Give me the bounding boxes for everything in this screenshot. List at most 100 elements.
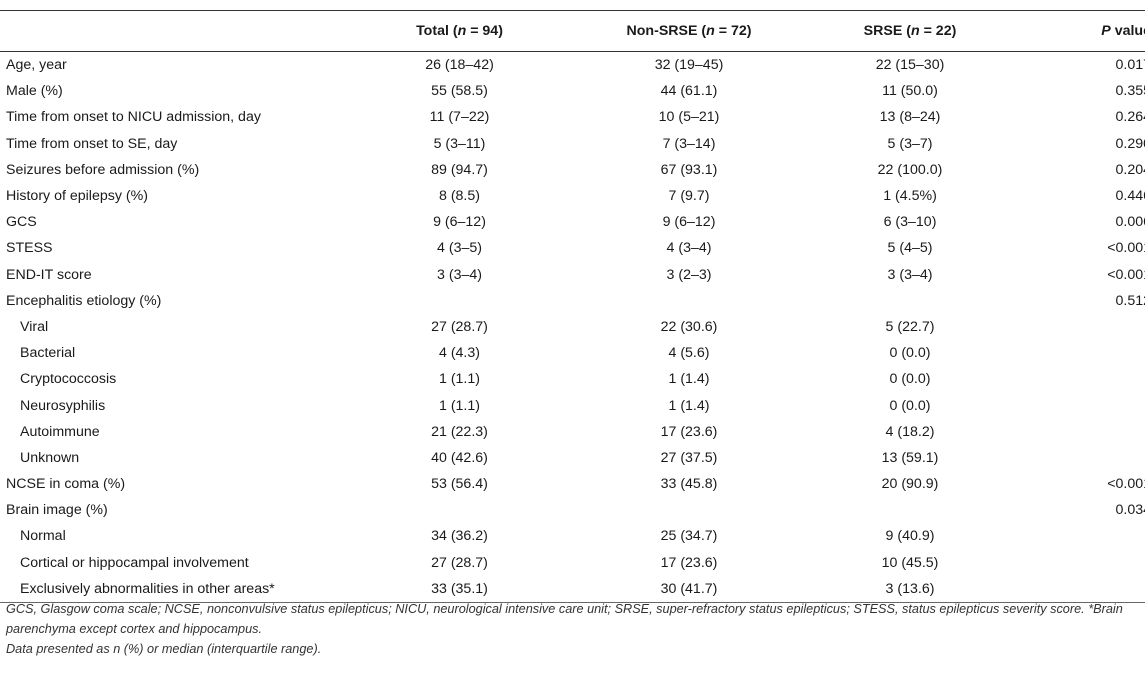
cell-srse: 10 (45.5) (881, 554, 939, 571)
row-label: Bacterial (20, 345, 76, 362)
row-label: Unknown (20, 449, 80, 466)
cell-srse (805, 288, 1015, 314)
cell-p-value: 0.290 (1115, 135, 1145, 152)
cell-total: 8 (8.5) (438, 188, 480, 205)
table-row: Exclusively abnormalities in other areas… (0, 575, 1145, 603)
cell-srse: 0 (0.0) (889, 371, 931, 388)
cell-p-value (1015, 314, 1145, 340)
cell-srse: 3 (13.6) (805, 575, 1015, 603)
cell-total: 3 (3–4) (437, 266, 482, 283)
cell-total: 1 (1.1) (438, 371, 480, 388)
cell-srse: 3 (3–4) (887, 266, 933, 283)
cell-non-srse: 3 (2–3) (666, 266, 712, 283)
cell-p-value (1015, 575, 1145, 603)
cell-srse: 6 (3–10) (883, 214, 937, 231)
cell-srse (805, 497, 1015, 523)
header-srse: SRSE (n = 22) (805, 10, 1015, 52)
cell-total: 5 (3–11) (433, 135, 486, 152)
cell-non-srse: 17 (23.6) (660, 423, 718, 440)
cell-srse: 0 (0.0) (889, 397, 931, 414)
table-row: Neurosyphilis 1 (1.1) 1 (1.4) 0 (0.0) (0, 392, 1145, 418)
cell-srse: 11 (50.0) (882, 83, 938, 100)
table-row: Bacterial 4 (4.3) 4 (5.6) 0 (0.0) (0, 340, 1145, 366)
cell-total: 34 (36.2) (431, 528, 488, 545)
header-row: Total (n = 94) Non-SRSE (n = 72) SRSE (n… (0, 10, 1145, 52)
row-label: Neurosyphilis (20, 397, 106, 414)
cell-srse: 0 (0.0) (889, 345, 931, 362)
table-body: Age, year 26 (18–42) 32 (19–45) 22 (15–30) 0… (0, 52, 1145, 603)
table-row: Time from onset to SE, day 5 (3–11) 7 (3–1… (0, 131, 1145, 157)
row-label: Seizures before admission (%) (6, 161, 200, 178)
row-label: Male (%) (6, 83, 63, 100)
cell-total: 11 (7–22) (429, 109, 490, 126)
cell-p-value: <0.001 (1107, 266, 1145, 283)
row-label: Time from onset to NICU admission, day (6, 109, 261, 126)
cell-total: 4 (3–5) (437, 240, 482, 257)
row-label: Exclusively abnormalities in other areas… (0, 575, 346, 603)
cell-p-value (1015, 392, 1145, 418)
cell-srse: 5 (3–7) (887, 135, 933, 152)
cell-p-value: 0.204 (1115, 161, 1145, 178)
cell-srse: 22 (100.0) (877, 161, 943, 178)
cell-p-value: 0.017 (1115, 57, 1145, 74)
cell-non-srse: 44 (61.1) (660, 83, 718, 100)
table-row: Time from onset to NICU admission, day 11… (0, 104, 1145, 130)
cell-non-srse: 7 (9.7) (668, 188, 710, 205)
cell-p-value (1015, 419, 1145, 445)
cell-total: 27 (28.7) (431, 554, 488, 571)
row-label: Autoimmune (20, 423, 100, 440)
row-label: Viral (20, 318, 49, 335)
table-row: Unknown 40 (42.6) 27 (37.5) 13 (59.1) (0, 445, 1145, 471)
row-label: History of epilepsy (%) (6, 188, 148, 205)
table-row: END-IT score 3 (3–4) 3 (2–3) 3 (3–4) <0.001 (0, 262, 1145, 288)
table-row: Male (%) 55 (58.5) 44 (61.1) 11 (50.0) 0.355 (0, 78, 1145, 104)
cell-total (346, 497, 573, 523)
cell-non-srse: 17 (23.6) (660, 554, 718, 571)
footnote-data-note: Data presented as n (%) or median (inter… (6, 642, 322, 656)
table-row: Brain image (%) 0.034 (0, 497, 1145, 523)
cell-total: 89 (94.7) (431, 161, 488, 178)
cell-non-srse: 30 (41.7) (573, 575, 805, 603)
cell-srse: 9 (40.9) (885, 528, 935, 545)
table-row: Normal 34 (36.2) 25 (34.7) 9 (40.9) (0, 523, 1145, 549)
cell-srse: 20 (90.9) (881, 476, 939, 493)
cell-p-value: 0.512 (1115, 292, 1145, 309)
cell-p-value: 0.006 (1115, 214, 1145, 231)
row-label: Brain image (%) (6, 502, 108, 519)
cell-non-srse: 9 (6–12) (662, 214, 716, 231)
row-label: Time from onset to SE, day (6, 135, 178, 152)
cell-non-srse: 27 (37.5) (660, 449, 718, 466)
header-variable (0, 10, 346, 52)
cell-non-srse: 32 (19–45) (654, 57, 724, 74)
cell-non-srse: 1 (1.4) (668, 397, 710, 414)
header-total: Total (n = 94) (346, 10, 573, 52)
cell-non-srse: 4 (5.6) (668, 345, 710, 362)
cell-non-srse: 33 (45.8) (660, 476, 718, 493)
cell-p-value: 0.034 (1115, 502, 1145, 519)
cell-non-srse (573, 497, 805, 523)
cell-non-srse: 1 (1.4) (668, 371, 710, 388)
header-non-srse: Non-SRSE (n = 72) (573, 10, 805, 52)
table-row: NCSE in coma (%) 53 (56.4) 33 (45.8) 20 (90… (0, 471, 1145, 497)
cell-non-srse: 4 (3–4) (666, 240, 712, 257)
table-row: Autoimmune 21 (22.3) 17 (23.6) 4 (18.2) (0, 419, 1145, 445)
cell-p-value: 0.264 (1115, 109, 1145, 126)
cell-p-value: <0.001 (1107, 476, 1145, 493)
cell-non-srse: 22 (30.6) (660, 318, 718, 335)
cell-p-value (1015, 445, 1145, 471)
cell-srse: 1 (4.5%) (883, 188, 937, 205)
header-p-value: P value (1015, 10, 1145, 52)
cell-non-srse: 10 (5–21) (658, 109, 720, 126)
cell-srse: 13 (8–24) (879, 109, 941, 126)
row-label: GCS (6, 214, 37, 231)
cell-non-srse: 67 (93.1) (660, 161, 718, 178)
cell-srse: 22 (15–30) (875, 57, 945, 74)
cell-total: 4 (4.3) (438, 345, 480, 362)
cell-srse: 4 (18.2) (885, 423, 935, 440)
cell-non-srse: 25 (34.7) (660, 528, 718, 545)
row-label: STESS (6, 240, 53, 257)
row-label: Encephalitis etiology (%) (6, 292, 162, 309)
table-row: Seizures before admission (%) 89 (94.7) 67… (0, 157, 1145, 183)
row-label: Age, year (6, 57, 67, 74)
